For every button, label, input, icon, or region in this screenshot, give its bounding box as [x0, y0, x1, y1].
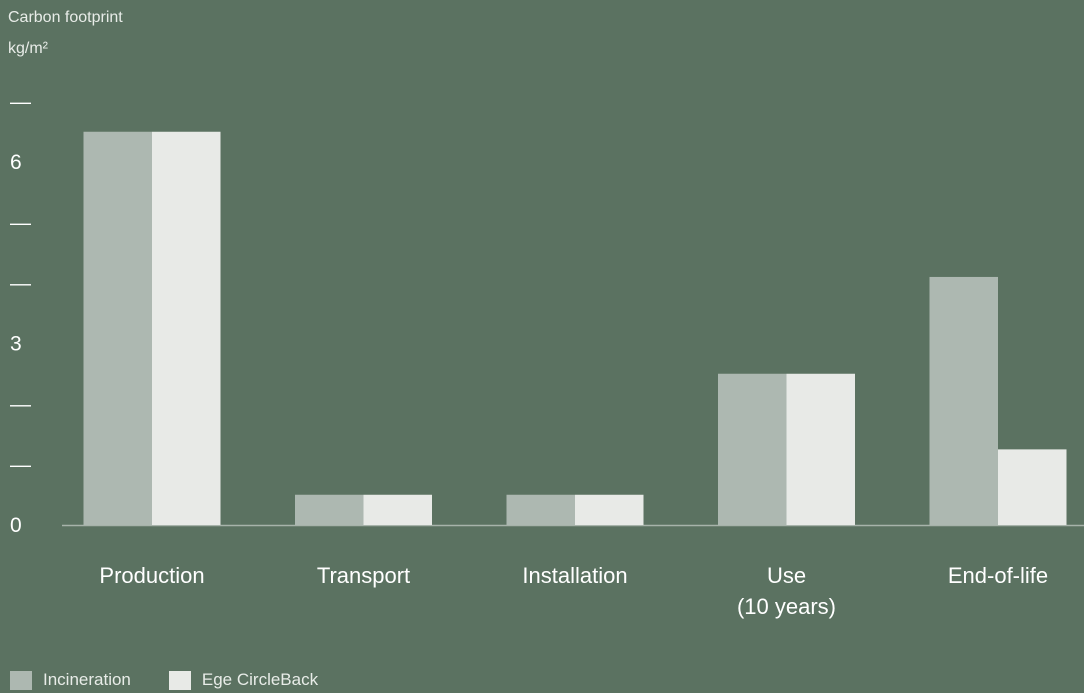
legend: Incineration Ege CircleBack: [10, 670, 356, 690]
bar-ege-circleback-end-of-life: [998, 449, 1067, 525]
x-tick-label-production: Production: [99, 563, 204, 588]
x-tick-label-transport: Transport: [317, 563, 410, 588]
y-tick-label: —: [10, 454, 31, 477]
bar-ege-circleback-transport: [363, 494, 432, 525]
bar-incineration-production: [83, 131, 152, 525]
legend-item-incineration: Incineration: [10, 670, 131, 690]
legend-swatch-ege-circleback: [168, 670, 191, 690]
legend-item-ege-circleback: Ege CircleBack: [168, 670, 319, 690]
y-tick-label: 0: [10, 514, 22, 537]
bar-incineration-installation: [506, 494, 575, 525]
x-tick-label-installation: Installation: [522, 563, 627, 588]
y-tick-label: —: [10, 212, 31, 235]
y-tick-label: 6: [10, 151, 22, 174]
legend-label-incineration: Incineration: [43, 670, 131, 689]
bar-ege-circleback-use: [786, 373, 855, 525]
y-tick-label: 3: [10, 333, 22, 356]
bar-incineration-end-of-life: [929, 276, 998, 525]
chart-title: Carbon footprint: [8, 9, 123, 26]
bar-incineration-transport: [295, 494, 364, 525]
y-tick-label: —: [10, 91, 31, 114]
y-tick-label: —: [10, 393, 31, 416]
bar-chart: 0 — — 3 — — 6 — Production Transport Installation U…: [10, 91, 1084, 619]
y-axis-unit-label: kg/m²: [8, 40, 48, 57]
legend-swatch-incineration: [10, 670, 32, 690]
legend-label-ege-circleback: Ege CircleBack: [201, 670, 319, 689]
y-tick-label: —: [10, 272, 31, 295]
x-tick-label-use: Use (10 years): [737, 563, 836, 619]
x-tick-label-end-of-life: End-of-life: [948, 563, 1048, 588]
bar-ege-circleback-installation: [575, 494, 644, 525]
bar-ege-circleback-production: [152, 131, 221, 525]
bar-incineration-use: [718, 373, 787, 525]
